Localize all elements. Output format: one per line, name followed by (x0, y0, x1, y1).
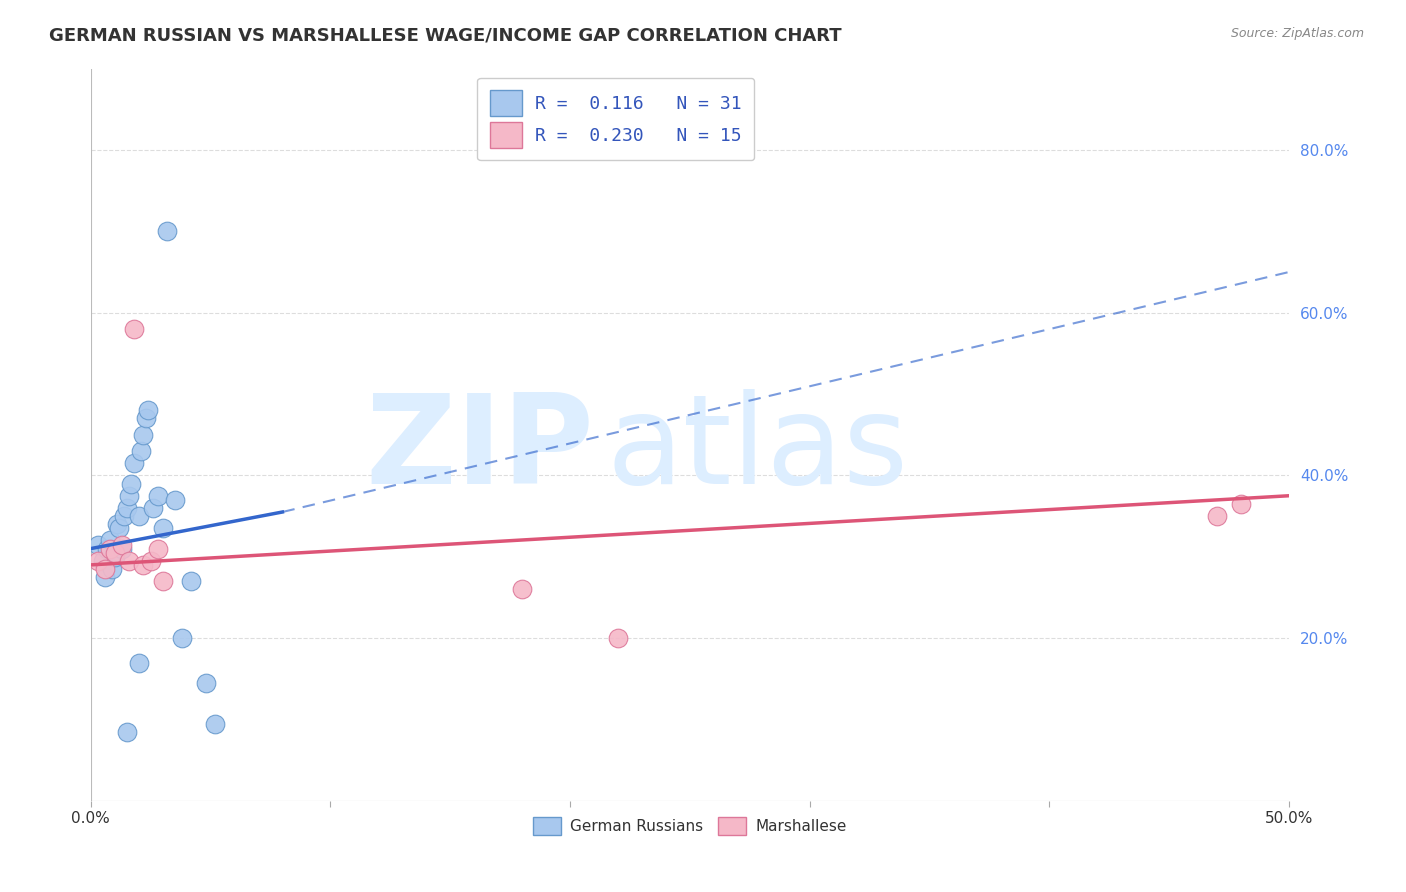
Point (111, 537, 134, 551)
Point (142, 500, 165, 515)
Point (87, 554, 110, 568)
Point (105, 517, 128, 532)
Point (194, 676, 217, 690)
Point (115, 724, 138, 739)
Legend: German Russians, Marshallese: German Russians, Marshallese (524, 807, 856, 845)
Point (139, 554, 162, 568)
Point (152, 574, 174, 589)
Point (122, 456, 145, 470)
Point (98, 541, 121, 556)
Text: Source: ZipAtlas.com: Source: ZipAtlas.com (1230, 27, 1364, 40)
Point (118, 554, 141, 568)
Point (120, 476, 142, 491)
Point (1206, 509, 1229, 524)
Point (204, 716, 226, 731)
Point (163, 492, 186, 507)
Point (136, 403, 159, 417)
Point (115, 500, 138, 515)
Point (607, 631, 630, 645)
Point (118, 489, 141, 503)
Point (103, 546, 125, 560)
Point (135, 411, 157, 425)
Point (132, 558, 155, 572)
Point (91, 554, 114, 568)
Text: GERMAN RUSSIAN VS MARSHALLESE WAGE/INCOME GAP CORRELATION CHART: GERMAN RUSSIAN VS MARSHALLESE WAGE/INCOM… (49, 27, 842, 45)
Point (128, 509, 150, 524)
Text: ZIP: ZIP (366, 389, 593, 510)
Point (112, 509, 135, 524)
Point (170, 631, 193, 645)
Point (94, 562, 117, 576)
Point (87, 537, 110, 551)
Point (180, 574, 202, 589)
Point (1230, 497, 1253, 511)
Point (122, 322, 145, 336)
Point (146, 541, 169, 556)
Point (101, 562, 124, 576)
Point (146, 489, 169, 503)
Text: atlas: atlas (606, 389, 908, 510)
Point (510, 582, 533, 597)
Point (111, 541, 134, 556)
Point (103, 549, 125, 564)
Point (108, 521, 131, 535)
Point (96, 541, 118, 556)
Point (128, 656, 150, 670)
Point (129, 444, 152, 458)
Point (156, 224, 179, 238)
Point (94, 570, 117, 584)
Point (98, 533, 121, 548)
Point (132, 427, 155, 442)
Point (152, 521, 174, 535)
